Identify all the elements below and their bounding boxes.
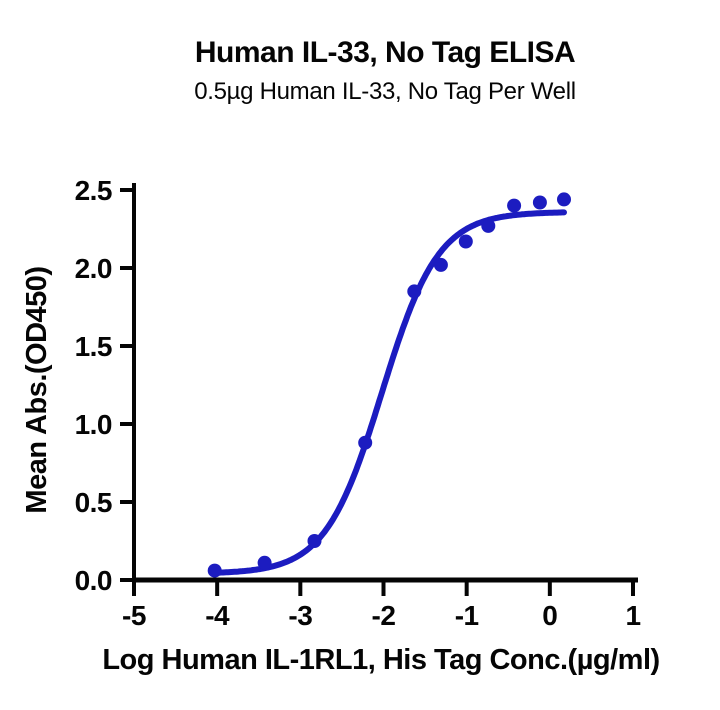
data-point xyxy=(358,435,373,450)
x-axis: -5 -4 -3 -2 -1 0 1 xyxy=(122,577,641,631)
y-tick-label: 0.0 xyxy=(75,565,112,596)
data-points xyxy=(207,192,571,578)
data-point xyxy=(257,555,272,570)
x-tick-label: 1 xyxy=(625,600,640,631)
x-tick-label: 0 xyxy=(542,600,557,631)
x-axis-label: Log Human IL-1RL1, His Tag Conc.(µg/ml) xyxy=(102,644,659,676)
data-point xyxy=(532,195,547,210)
x-tick-label: -2 xyxy=(372,600,396,631)
fit-curve xyxy=(210,209,567,576)
y-tick-label: 1.5 xyxy=(75,331,112,362)
chart-subtitle: 0.5µg Human IL-33, No Tag Per Well xyxy=(194,78,576,105)
x-tick-label: -4 xyxy=(205,600,230,631)
y-tick-label: 1.0 xyxy=(75,409,112,440)
data-point xyxy=(507,198,522,213)
y-tick-label: 2.0 xyxy=(75,253,112,284)
data-point xyxy=(307,534,322,548)
data-point xyxy=(557,192,571,207)
x-tick-label: -3 xyxy=(288,600,312,631)
y-tick-label: 0.5 xyxy=(75,487,112,518)
y-axis: 0.0 0.5 1.0 1.5 2.0 2.5 xyxy=(75,175,136,596)
y-tick-label: 2.5 xyxy=(75,175,112,206)
x-tick-label: -5 xyxy=(122,600,146,631)
data-point xyxy=(458,234,473,249)
data-point xyxy=(433,257,448,272)
chart-title: Human IL-33, No Tag ELISA xyxy=(195,36,575,69)
y-axis-label: Mean Abs.(OD450) xyxy=(21,266,53,513)
dose-response-curve xyxy=(210,209,567,576)
data-point xyxy=(207,563,222,578)
data-point xyxy=(481,218,496,233)
data-point xyxy=(407,284,422,299)
x-tick-label: -1 xyxy=(455,600,479,631)
